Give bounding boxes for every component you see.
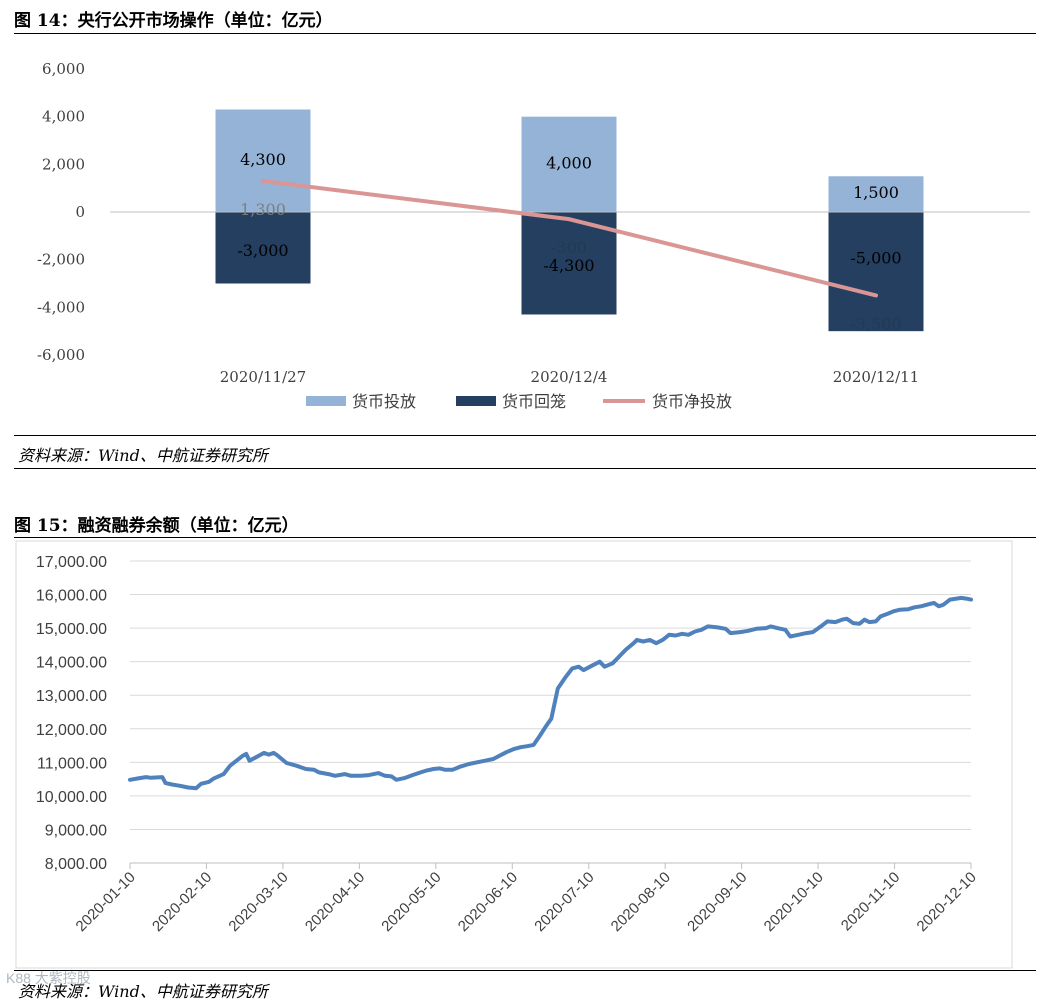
data-labels: 4,300 -3,000 4,000 -4,300 1,500 -5,000 1,300 -3…	[237, 150, 901, 334]
figure-14-title: 图 14：央行公开市场操作（单位：亿元）	[14, 11, 333, 31]
y-axis-tick-labels: 17,000.00 16,000.00 15,000.00 14,000.00 13,0…	[36, 554, 107, 873]
withdrawal-bar	[828, 212, 924, 332]
y-axis-tick-labels: 6,000 4,000 2,000 0 -2,000 -4,000 -6,000	[37, 60, 85, 364]
net-injection-data-label: 1,300	[240, 200, 286, 219]
x-date-label: 2020-07-10	[531, 869, 597, 935]
y-tick-label: 8,000.00	[45, 856, 107, 873]
injection-data-label: 4,300	[240, 150, 286, 169]
x-date-label: 2020-05-10	[378, 869, 444, 935]
net-injection-data-label: -300	[551, 238, 587, 257]
x-date-label: 2020-01-10	[73, 869, 139, 935]
withdrawal-data-label: -3,000	[237, 241, 288, 260]
injection-data-label: 1,500	[853, 183, 899, 202]
figure-14-top-rule	[14, 33, 1036, 34]
x-category-label: 2020/12/4	[531, 368, 608, 386]
legend-label: 货币投放	[352, 392, 416, 411]
figure-15-source-top-rule	[14, 970, 1036, 971]
y-tick-label: -4,000	[37, 298, 85, 316]
injection-bar	[828, 176, 924, 212]
x-date-label: 2020-08-10	[608, 869, 674, 935]
open-market-operations-chart: 6,000 4,000 2,000 0 -2,000 -4,000 -6,000 4,300…	[37, 60, 1030, 411]
y-tick-label: 0	[75, 203, 85, 221]
y-tick-label: -2,000	[37, 251, 85, 269]
figure-15-title: 图 15：融资融券余额（单位：亿元）	[14, 516, 299, 536]
y-tick-label: 14,000.00	[36, 655, 107, 672]
margin-balance-chart: 17,000.00 16,000.00 15,000.00 14,000.00 13,0…	[15, 540, 1013, 969]
x-date-label: 2020-11-10	[838, 869, 903, 934]
x-date-label: 2020-06-10	[455, 869, 521, 935]
withdrawal-data-label: -4,300	[543, 256, 594, 275]
injection-bar	[215, 109, 311, 212]
y-tick-label: -6,000	[37, 346, 85, 364]
injection-bar	[521, 116, 617, 212]
legend-swatch	[306, 396, 346, 406]
net-injection-data-label: -3,500	[850, 314, 901, 333]
gridlines	[130, 560, 971, 830]
y-tick-label: 9,000.00	[45, 822, 107, 839]
x-axis-category-labels: 2020/11/27 2020/12/4 2020/12/11	[220, 368, 919, 386]
y-tick-label: 12,000.00	[36, 722, 107, 739]
chart-frame	[15, 540, 1013, 969]
legend-label: 货币净投放	[652, 392, 732, 411]
margin-balance-line	[128, 595, 973, 791]
legend-swatch	[456, 396, 496, 406]
x-date-label: 2020-10-10	[761, 869, 827, 935]
figure-14-source-bottom-rule	[14, 468, 1036, 469]
net-injection-line	[261, 179, 878, 298]
figure-14-source: 资料来源：Wind、中航证券研究所	[18, 446, 268, 465]
injection-data-label: 4,000	[546, 153, 592, 172]
withdrawal-bar	[521, 212, 617, 315]
withdrawal-bar	[215, 212, 311, 284]
figure-15-source: 资料来源：Wind、中航证券研究所	[18, 982, 268, 1001]
y-tick-label: 4,000	[42, 108, 85, 126]
y-tick-label: 13,000.00	[36, 688, 107, 705]
x-date-label: 2020-09-10	[684, 869, 750, 935]
y-tick-label: 17,000.00	[36, 554, 107, 571]
y-tick-label: 6,000	[42, 60, 85, 78]
legend: 货币投放 货币回笼 货币净投放	[306, 392, 732, 411]
net-injection-line-group	[261, 179, 878, 298]
bars	[215, 109, 924, 332]
figure-14-source-top-rule	[14, 435, 1036, 436]
x-category-label: 2020/11/27	[220, 368, 306, 386]
y-tick-label: 15,000.00	[36, 621, 107, 638]
x-date-label: 2020-12-10	[914, 869, 980, 935]
y-tick-label: 11,000.00	[37, 755, 107, 772]
y-tick-label: 2,000	[42, 155, 85, 173]
x-date-label: 2020-03-10	[225, 869, 291, 935]
x-date-label: 2020-04-10	[302, 869, 368, 935]
y-tick-label: 16,000.00	[36, 588, 107, 605]
withdrawal-data-label: -5,000	[850, 249, 901, 268]
figure-15-top-rule	[14, 537, 1036, 538]
y-tick-label: 10,000.00	[36, 789, 107, 806]
watermark: K88 大紫控股	[6, 970, 91, 986]
legend-label: 货币回笼	[502, 392, 566, 411]
x-axis-date-labels: 2020-01-10 2020-02-10 2020-03-10 2020-04-10…	[73, 869, 980, 935]
x-category-label: 2020/12/11	[833, 368, 919, 386]
x-axis-ticks	[129, 863, 972, 869]
x-date-label: 2020-02-10	[149, 869, 215, 935]
